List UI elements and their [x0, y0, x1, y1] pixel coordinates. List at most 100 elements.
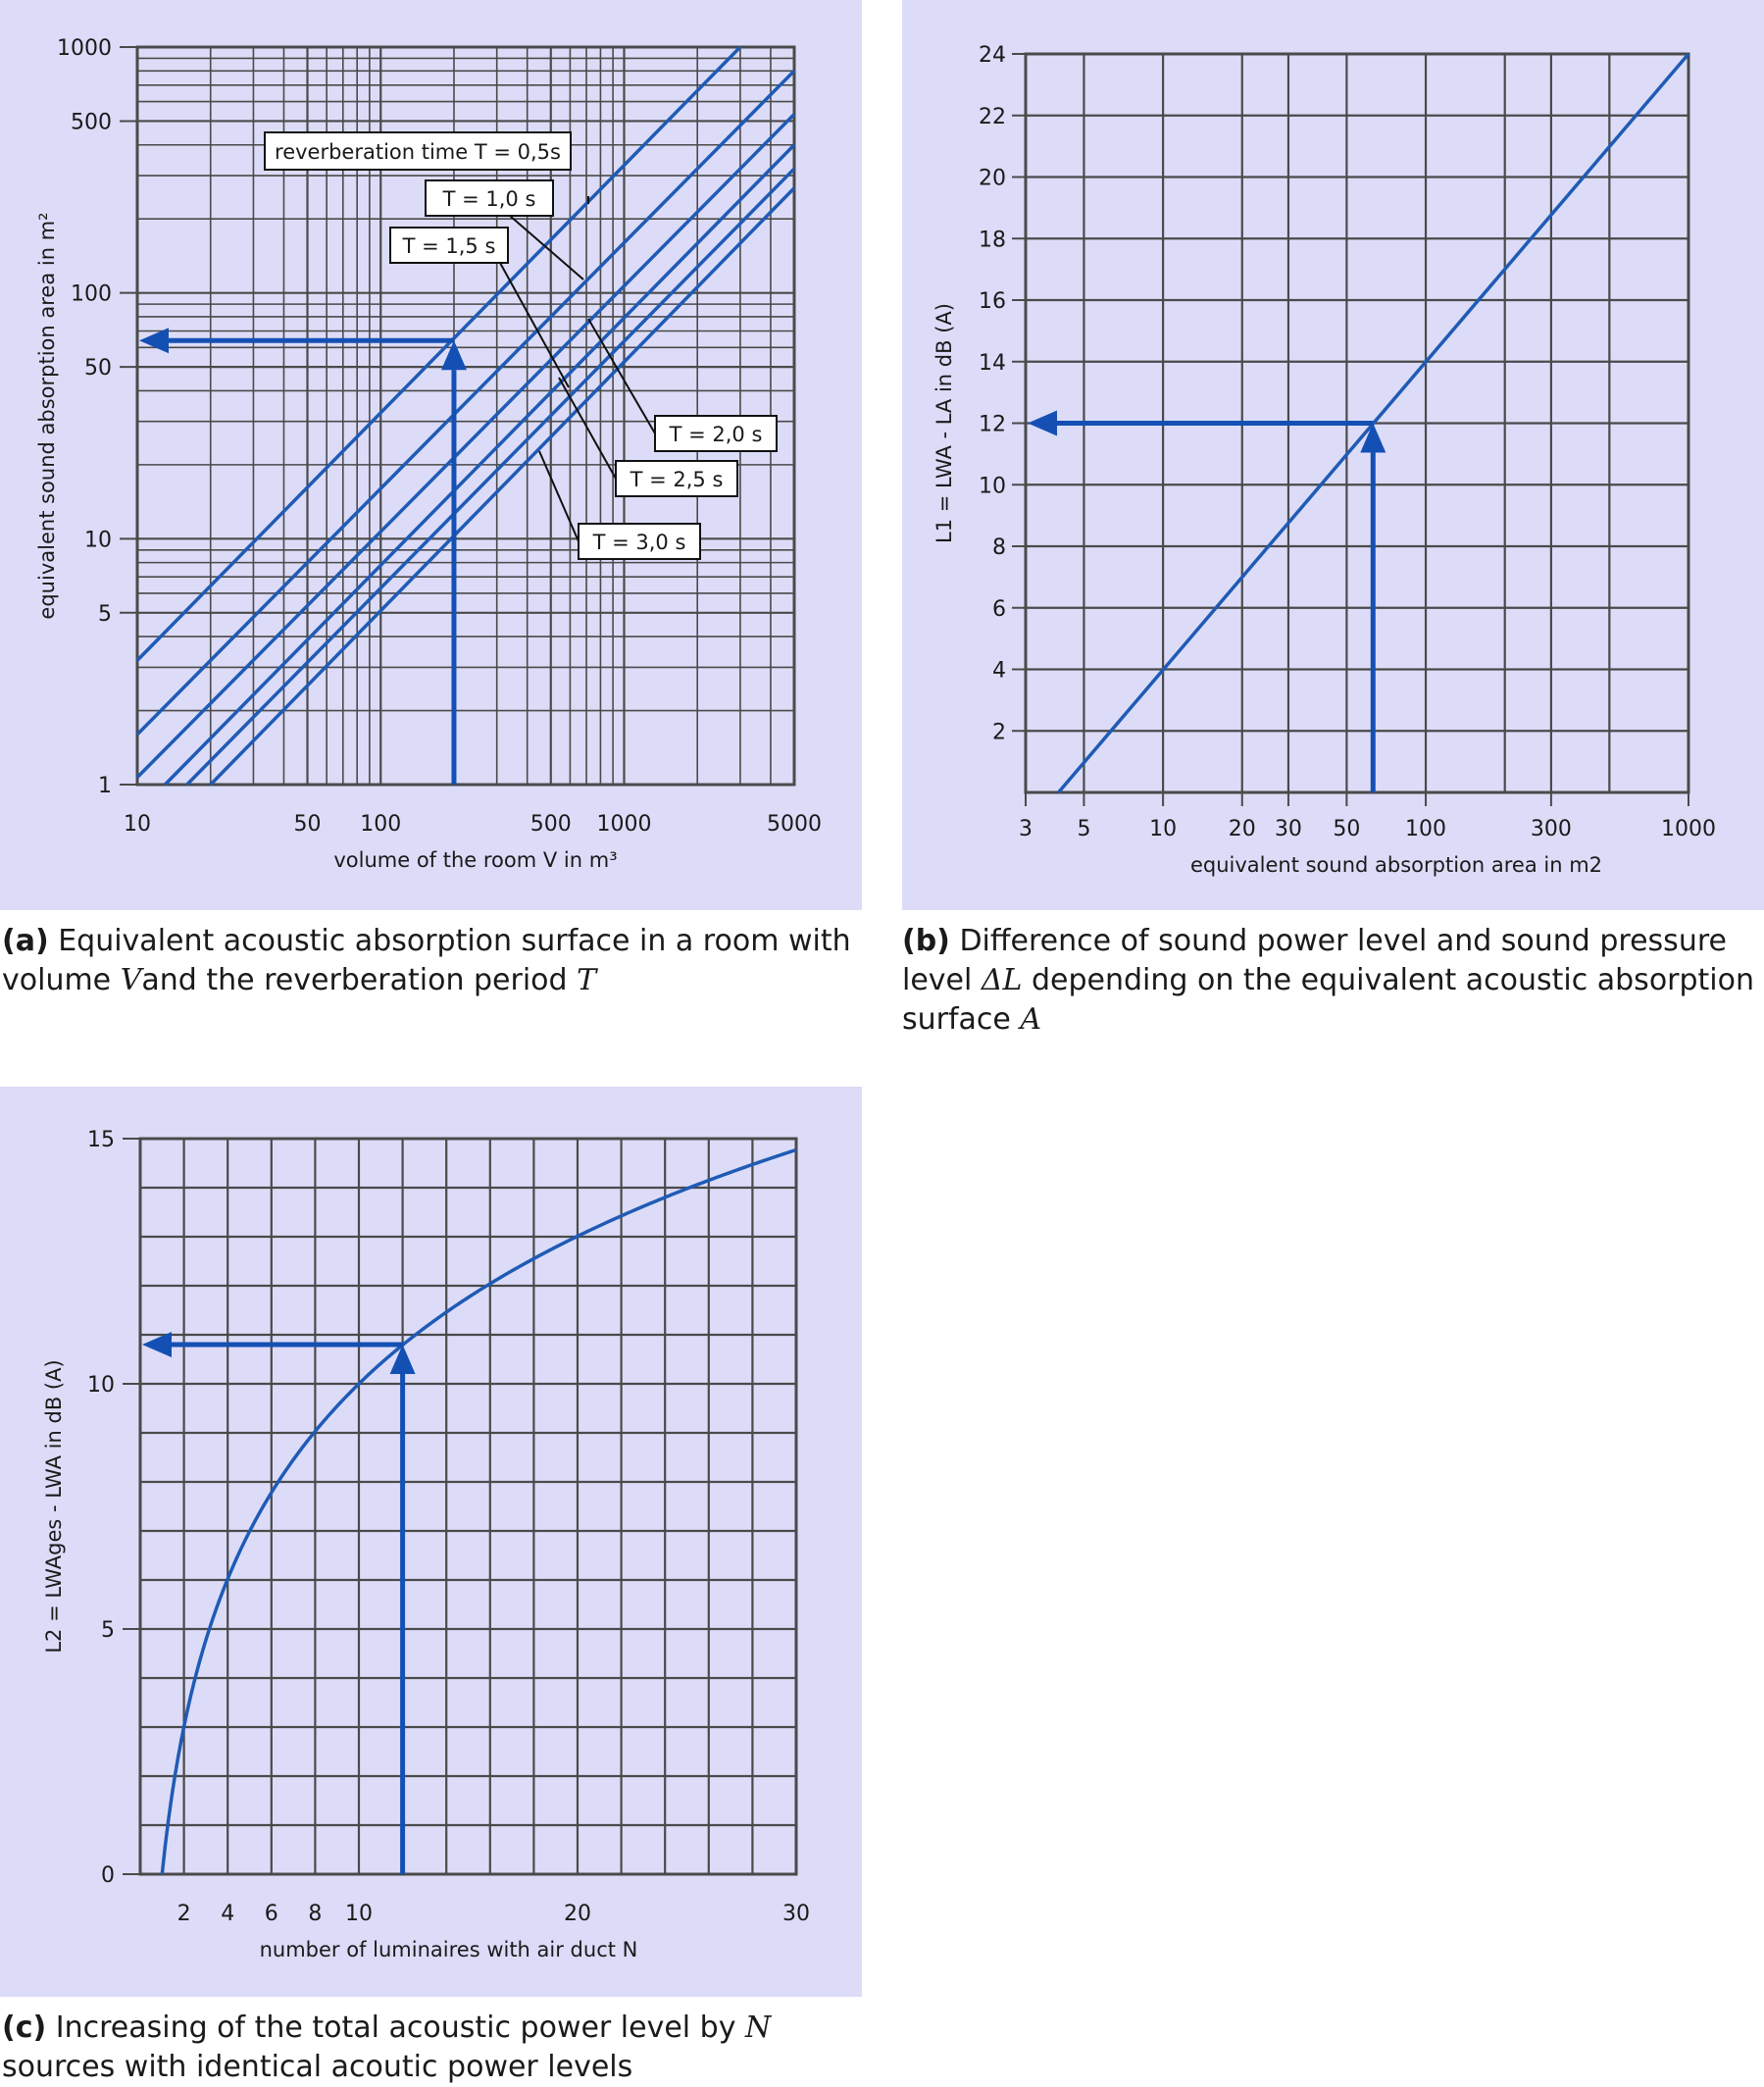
caption-a: (a) Equivalent acoustic absorption surfa…: [2, 922, 865, 1000]
chart-b-ylabel: L1 = LWA - LA in dB (A): [932, 303, 956, 543]
chart-a-arrowhead-left: [139, 328, 169, 354]
caption-b-text1: Difference of sound power level and soun…: [902, 924, 1727, 997]
chart-b-ytick-label: 8: [992, 535, 1006, 560]
chart-c-xtick-label: 30: [782, 1902, 810, 1926]
chart-c-xtick-label: 20: [564, 1902, 591, 1926]
chart-a-series-label-4: T = 2,0 s: [669, 423, 763, 446]
chart-b-arrowhead-up: [1360, 423, 1386, 453]
chart-c-svg: 2 4 6 8 10 20 30 0 5 10 15 number of luminaires wit…: [42, 1128, 810, 1961]
caption-a-text1: Equivalent acoustic absorption surface i…: [2, 924, 851, 997]
chart-a-series: [135, 45, 796, 787]
chart-a-callout-box: [615, 460, 738, 497]
chart-a-series-line-6: [209, 186, 796, 787]
chart-c-series: [160, 1147, 797, 1875]
chart-a-series-label-1: reverberation time T = 0,5s: [275, 140, 561, 164]
chart-panel-a: 10 50 100 500 1000 5000 1 5 10 50 100 500 1000 volume…: [0, 0, 862, 910]
chart-c-ytick-label: 15: [87, 1128, 115, 1152]
chart-a-ytick-label: 50: [84, 356, 112, 381]
chart-a-callout-leader: [558, 377, 617, 480]
chart-a-readout-arrow: [139, 328, 467, 785]
chart-b-ytick-label: 20: [979, 167, 1006, 191]
chart-a-callout-box: [654, 415, 778, 452]
caption-b-text2: depending on the equivalent acoustic abs…: [902, 963, 1755, 1037]
chart-a-xtick-label: 5000: [767, 812, 822, 837]
chart-a-ytick-label: 500: [71, 110, 112, 134]
chart-b-labels: 3 5 10 20 30 50 100 300 100024681012141618202224…: [932, 43, 1716, 877]
chart-b-series-line: [1057, 52, 1690, 794]
chart-b-svg: 3 5 10 20 30 50 100 300 100024681012141618202224…: [932, 43, 1716, 877]
chart-b-ytick-label: 12: [979, 413, 1006, 437]
chart-a-xtick-label: 10: [124, 812, 151, 837]
caption-b-var2: A: [1020, 1002, 1042, 1037]
chart-a-callout-leader: [509, 215, 584, 280]
chart-c-ylabel: L2 = LWAges - LWA in dB (A): [42, 1359, 66, 1653]
chart-a-callout-leader: [538, 450, 580, 542]
chart-b-xtick-label: 100: [1405, 817, 1446, 841]
chart-b-xtick-label: 3: [1019, 817, 1033, 841]
chart-c-xlabel: number of luminaires with air duct N: [260, 1938, 638, 1961]
chart-a-series-line-4: [164, 143, 796, 787]
chart-a-svg: 10 50 100 500 1000 5000 1 5 10 50 100 500 1000 volume…: [35, 36, 822, 872]
chart-a-callout-leader: [499, 262, 570, 388]
chart-a-arrowhead-up: [440, 340, 467, 371]
chart-a-xtick-label: 50: [294, 812, 322, 837]
chart-a-plot-frame: [135, 45, 796, 787]
chart-b-xtick-label: 300: [1531, 817, 1572, 841]
chart-b-readout-arrow: [1028, 410, 1386, 792]
chart-panel-c: 2 4 6 8 10 20 30 0 5 10 15 number of luminaires wit…: [0, 1087, 862, 1997]
chart-b-xtick-label: 30: [1275, 817, 1302, 841]
chart-a-series-label-5: T = 2,5 s: [630, 468, 724, 491]
caption-b-tag: (b): [902, 924, 950, 958]
chart-c-series-curve: [160, 1147, 797, 1875]
chart-c-xtick-label: 4: [221, 1902, 234, 1926]
chart-a-labels: 10 50 100 500 1000 5000 1 5 10 50 100 500 1000 volume…: [35, 36, 822, 872]
chart-b-ytick-label: 10: [979, 474, 1006, 498]
chart-b-xtick-label: 50: [1333, 817, 1360, 841]
chart-b-grid: [1012, 52, 1690, 806]
chart-b-ytick-label: 6: [992, 597, 1006, 622]
chart-b-ytick-label: 4: [992, 659, 1006, 684]
chart-c-ytick-label: 5: [101, 1618, 115, 1643]
chart-b-ytick-label: 22: [979, 105, 1006, 129]
chart-a-series-line-5: [185, 167, 796, 787]
chart-b-ytick-label: 2: [992, 720, 1006, 744]
chart-a-series-label-3: T = 1,5 s: [402, 234, 496, 258]
chart-c-grid: [123, 1137, 798, 1876]
chart-a-xtick-label: 500: [530, 812, 572, 837]
chart-a-xtick-label: 1000: [596, 812, 651, 837]
chart-b-xtick-label: 10: [1149, 817, 1177, 841]
caption-a-text2: and the reverberation period: [141, 963, 578, 997]
caption-c-text1: Increasing of the total acoustic power l…: [46, 2011, 746, 2045]
chart-a-callout-box: [425, 179, 554, 217]
chart-a-callout-box: [389, 227, 509, 264]
chart-b-xtick-label: 1000: [1661, 817, 1716, 841]
chart-c-ytick-label: 10: [87, 1373, 115, 1398]
chart-a-ylabel: equivalent sound absorption area in m²: [35, 212, 59, 619]
caption-c-tag: (c): [2, 2011, 47, 2045]
chart-a-callout-leader: [587, 318, 656, 434]
chart-a-callout-box: [264, 131, 572, 171]
caption-b-var1: ΔL: [981, 963, 1023, 997]
chart-a-series-line-1: [135, 45, 742, 662]
chart-b-ytick-label: 24: [979, 43, 1006, 68]
chart-c-xtick-label: 8: [308, 1902, 322, 1926]
caption-b: (b) Difference of sound power level and …: [902, 922, 1764, 1040]
chart-a-ytick-label: 1: [98, 774, 112, 798]
chart-c-labels: 2 4 6 8 10 20 30 0 5 10 15 number of luminaires wit…: [42, 1128, 810, 1961]
chart-a-ytick-label: 1000: [57, 36, 112, 61]
chart-c-xtick-label: 10: [345, 1902, 373, 1926]
chart-a-series-label-2: T = 1,0 s: [442, 187, 536, 211]
chart-a-series-label-6: T = 3,0 s: [592, 531, 686, 554]
chart-c-readout-arrow: [142, 1332, 416, 1874]
chart-a-xlabel: volume of the room V in m³: [333, 848, 617, 872]
chart-b-series: [1057, 52, 1690, 794]
caption-a-var1: V: [120, 963, 142, 997]
chart-c-ytick-label: 0: [101, 1863, 115, 1888]
chart-b-arrowhead-left: [1028, 410, 1057, 436]
caption-a-tag: (a): [2, 924, 49, 958]
chart-a-series-line-3: [135, 113, 796, 779]
chart-a-series-line-2: [135, 70, 796, 737]
chart-b-xlabel: equivalent sound absorption area in m2: [1190, 853, 1602, 877]
chart-b-xtick-label: 20: [1229, 817, 1256, 841]
chart-c-xtick-label: 2: [177, 1902, 191, 1926]
